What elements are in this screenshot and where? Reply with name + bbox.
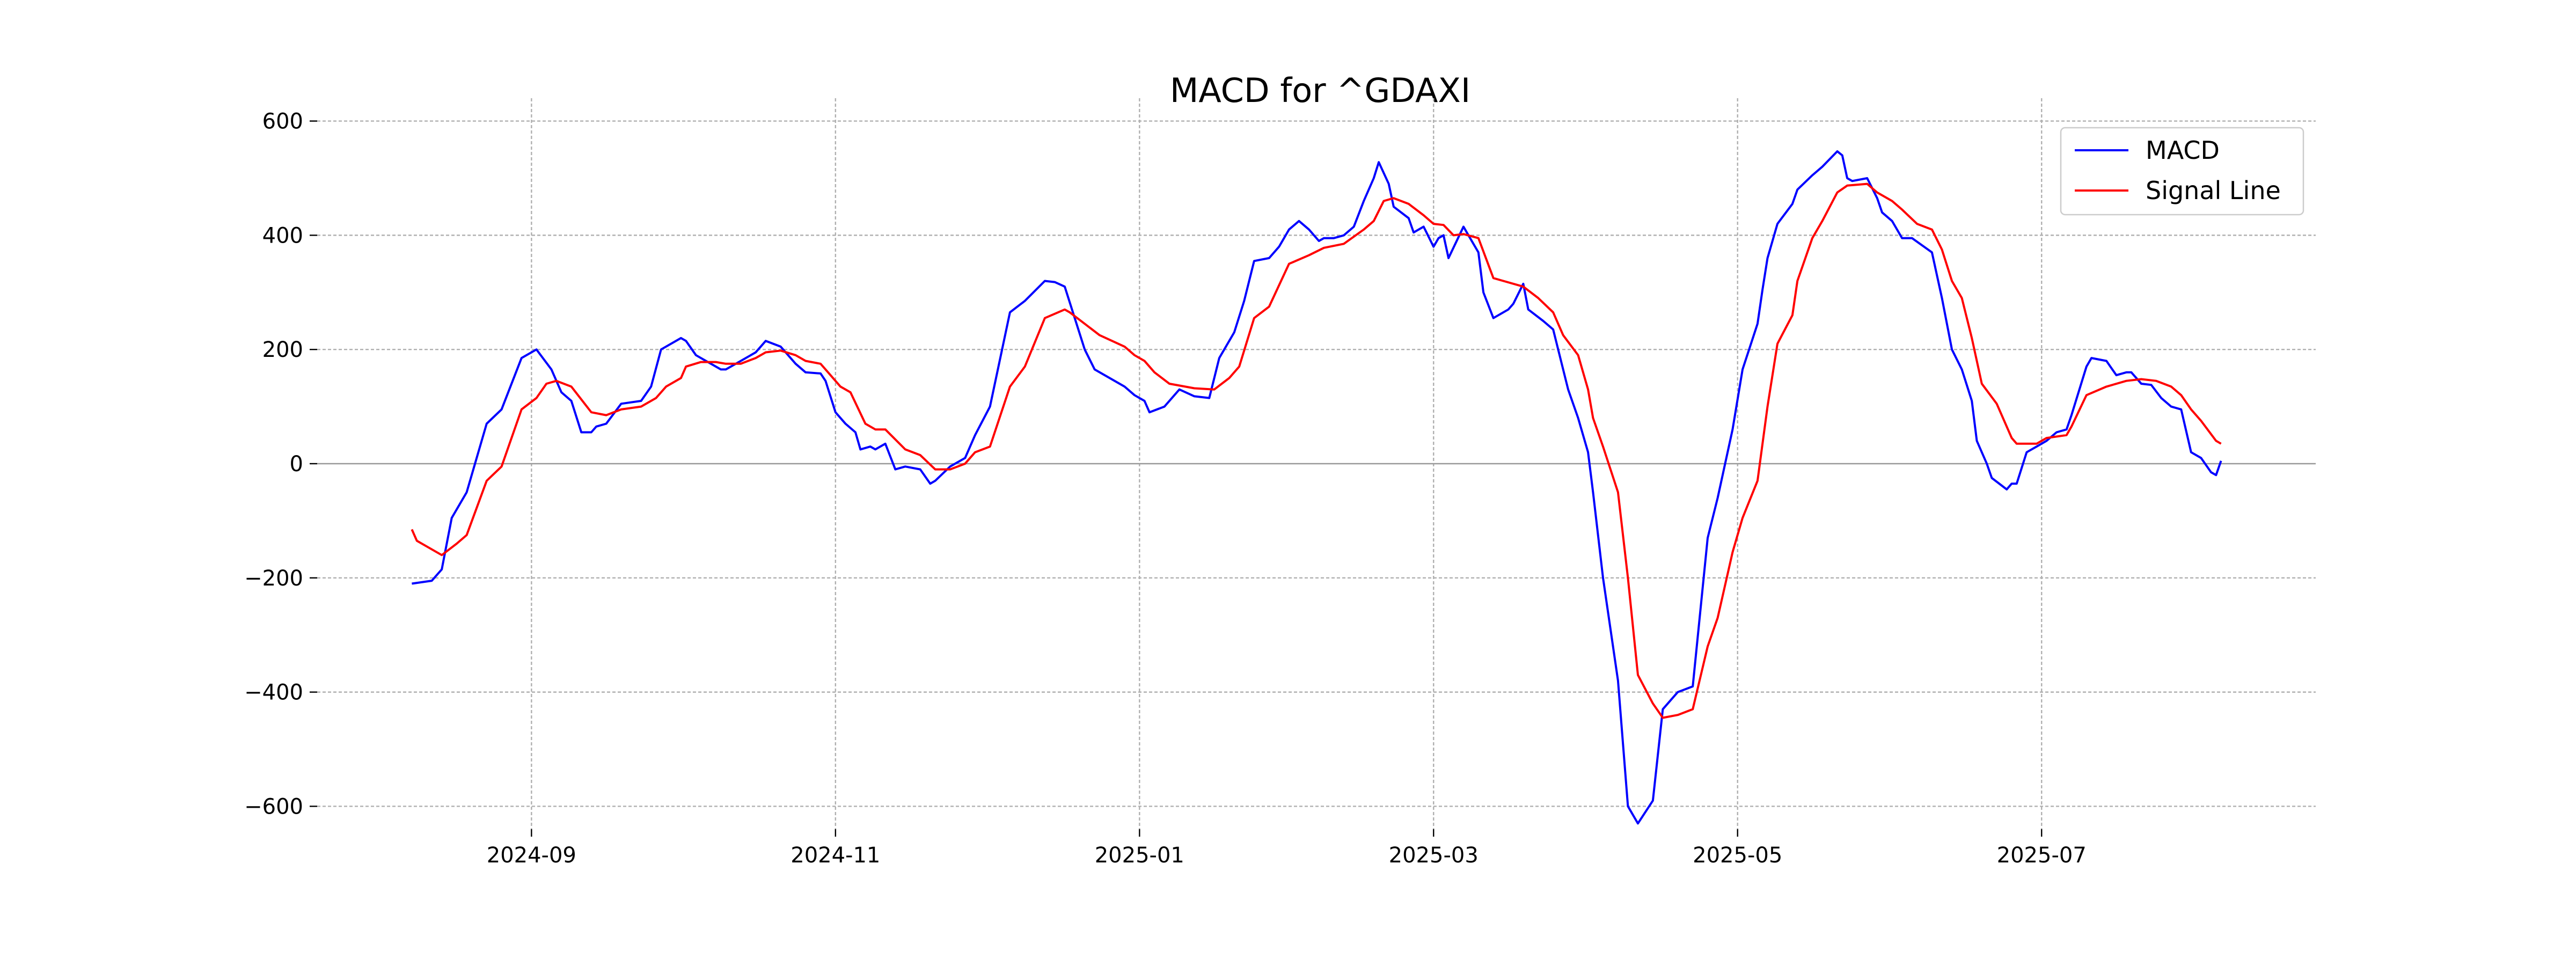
chart-title: MACD for ^GDAXI [1170, 71, 1470, 110]
y-axis: 600 400 200 0 −200 −400 −600 [244, 109, 317, 819]
y-tick-label: 200 [262, 338, 303, 362]
legend-label-signal-line: Signal Line [2146, 176, 2281, 205]
series-lines [411, 150, 2222, 825]
x-tick-label: 2025-05 [1693, 843, 1782, 868]
x-tick-label: 2025-07 [1997, 843, 2087, 868]
x-tick-label: 2024-09 [487, 843, 576, 868]
legend: MACD Signal Line [2060, 127, 2304, 216]
y-tick-label: 600 [262, 109, 303, 134]
x-tick-label: 2025-01 [1095, 843, 1184, 868]
x-axis: 2024-09 2024-11 2025-01 2025-03 2025-05 2025-… [487, 829, 2087, 868]
x-tick-label: 2025-03 [1389, 843, 1479, 868]
y-tick-label: 400 [262, 223, 303, 248]
legend-label-macd: MACD [2146, 136, 2220, 165]
y-tick-label: −400 [244, 680, 303, 705]
x-tick-label: 2024-11 [791, 843, 880, 868]
y-tick-label: −200 [244, 566, 303, 591]
y-tick-label: 0 [290, 452, 303, 477]
series-line-signal-line [411, 182, 2222, 719]
series-line-macd [412, 150, 2222, 825]
y-tick-label: −600 [244, 794, 303, 819]
